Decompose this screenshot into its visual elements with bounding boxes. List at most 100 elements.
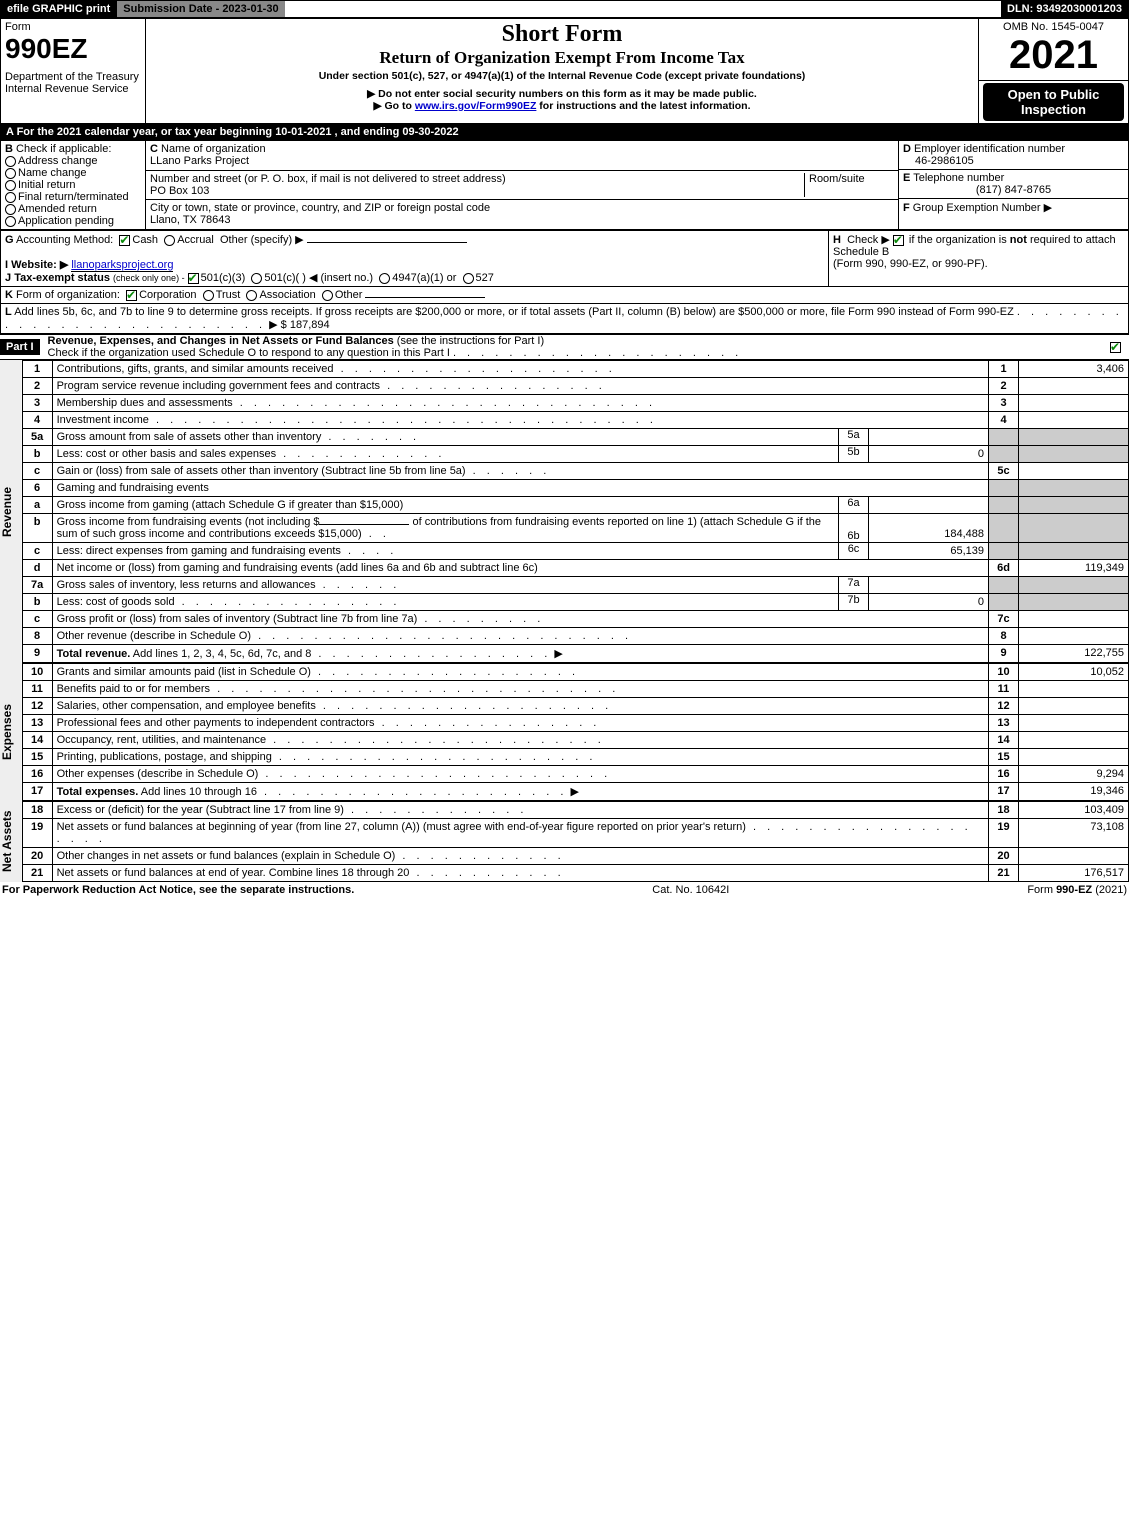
initial-return-checkbox[interactable]: [5, 180, 16, 191]
j-text: Tax-exempt status: [14, 272, 110, 284]
other-org-checkbox[interactable]: [322, 290, 333, 301]
omb: OMB No. 1545-0047: [983, 21, 1124, 33]
netassets-vertical-label: Net Assets: [0, 801, 22, 882]
dln: DLN: 93492030001203: [1001, 1, 1128, 17]
part1-header: Part I Revenue, Expenses, and Changes in…: [0, 334, 1129, 360]
f-arrow: ▶: [1044, 202, 1052, 214]
l-value: 187,894: [290, 319, 330, 331]
f-label: F: [903, 202, 910, 214]
h-checkbox[interactable]: [893, 235, 904, 246]
line-16: 16Other expenses (describe in Schedule O…: [22, 766, 1128, 783]
accrual-checkbox[interactable]: [164, 235, 175, 246]
open-public-badge: Open to Public Inspection: [983, 83, 1124, 121]
4947-checkbox[interactable]: [379, 273, 390, 284]
g-h-block: G Accounting Method: Cash Accrual Other …: [0, 230, 1129, 287]
footer-right: Form 990-EZ (2021): [1027, 884, 1127, 896]
line-1: 1Contributions, gifts, grants, and simil…: [22, 361, 1128, 378]
d-label: D: [903, 143, 911, 155]
irs-label: Internal Revenue Service: [5, 83, 141, 95]
part1-label: Part I: [0, 339, 40, 355]
city: Llano, TX 78643: [150, 214, 231, 226]
expenses-vertical-label: Expenses: [0, 663, 22, 801]
line-8: 8Other revenue (describe in Schedule O) …: [22, 628, 1128, 645]
line-12: 12Salaries, other compensation, and empl…: [22, 698, 1128, 715]
h-text1: Check ▶: [847, 234, 890, 246]
line-21: 21Net assets or fund balances at end of …: [22, 865, 1128, 882]
l-arrow: ▶ $: [269, 319, 287, 331]
501c3-checkbox[interactable]: [188, 273, 199, 284]
e-label: E: [903, 172, 910, 184]
netassets-lines: 18Excess or (deficit) for the year (Subt…: [22, 801, 1129, 882]
line-11: 11Benefits paid to or for members . . . …: [22, 681, 1128, 698]
other-method: Other (specify) ▶: [220, 234, 304, 246]
efile-label: efile GRAPHIC print: [1, 1, 116, 17]
line-18: 18Excess or (deficit) for the year (Subt…: [22, 802, 1128, 819]
revenue-lines: 1Contributions, gifts, grants, and simil…: [22, 360, 1129, 663]
line-6a: aGross income from gaming (attach Schedu…: [22, 497, 1128, 514]
line-9: 9Total revenue. Add lines 1, 2, 3, 4, 5c…: [22, 645, 1128, 663]
street: PO Box 103: [150, 185, 209, 197]
room-label: Room/suite: [809, 173, 865, 185]
final-return-checkbox[interactable]: [5, 192, 16, 203]
website-link[interactable]: llanoparksproject.org: [71, 259, 173, 272]
application-pending-checkbox[interactable]: [5, 216, 16, 227]
b-label: B: [5, 143, 13, 155]
ein: 46-2986105: [915, 155, 974, 167]
f-text: Group Exemption Number: [913, 202, 1041, 214]
line-7c: cGross profit or (loss) from sales of in…: [22, 611, 1128, 628]
amended-return-checkbox[interactable]: [5, 204, 16, 215]
h-text3: (Form 990, 990-EZ, or 990-PF).: [833, 258, 988, 270]
form-header: Form 990EZ Department of the Treasury In…: [0, 18, 1129, 124]
form-word: Form: [5, 21, 141, 33]
org-info-block: B Check if applicable: Address change Na…: [0, 140, 1129, 230]
assoc-checkbox[interactable]: [246, 290, 257, 301]
short-form-title: Short Form: [150, 21, 974, 48]
form-number: 990EZ: [5, 33, 141, 65]
cash-checkbox[interactable]: [119, 235, 130, 246]
part1-title: Revenue, Expenses, and Changes in Net As…: [48, 335, 394, 347]
footer-mid: Cat. No. 10642I: [652, 884, 729, 896]
corp-checkbox[interactable]: [126, 290, 137, 301]
main-title: Return of Organization Exempt From Incom…: [150, 48, 974, 68]
part1-paren: (see the instructions for Part I): [397, 335, 544, 347]
l-text: Add lines 5b, 6c, and 7b to line 9 to de…: [14, 306, 1014, 318]
city-label: City or town, state or province, country…: [150, 202, 490, 214]
street-label: Number and street (or P. O. box, if mail…: [150, 173, 506, 185]
line-17: 17Total expenses. Add lines 10 through 1…: [22, 783, 1128, 801]
line-7b: bLess: cost of goods sold . . . . . . . …: [22, 594, 1128, 611]
g-label: G: [5, 234, 14, 246]
line-6b: bGross income from fundraising events (n…: [22, 514, 1128, 543]
section-a-bar: A For the 2021 calendar year, or tax yea…: [0, 124, 1129, 140]
footer-left: For Paperwork Reduction Act Notice, see …: [2, 884, 354, 896]
subtitle: Under section 501(c), 527, or 4947(a)(1)…: [150, 70, 974, 82]
page-footer: For Paperwork Reduction Act Notice, see …: [0, 882, 1129, 898]
l-row: L Add lines 5b, 6c, and 7b to line 9 to …: [0, 304, 1129, 334]
expenses-lines: 10Grants and similar amounts paid (list …: [22, 663, 1129, 801]
527-checkbox[interactable]: [463, 273, 474, 284]
line-13: 13Professional fees and other payments t…: [22, 715, 1128, 732]
part1-check-line: Check if the organization used Schedule …: [48, 347, 450, 359]
501c-checkbox[interactable]: [251, 273, 262, 284]
line-15: 15Printing, publications, postage, and s…: [22, 749, 1128, 766]
irs-link[interactable]: www.irs.gov/Form990EZ: [415, 100, 537, 112]
trust-checkbox[interactable]: [203, 290, 214, 301]
schedule-o-checkbox[interactable]: [1110, 342, 1121, 353]
d-text: Employer identification number: [914, 143, 1065, 155]
j-label: J: [5, 272, 11, 284]
addr-change-checkbox[interactable]: [5, 156, 16, 167]
k-label: K: [5, 289, 13, 301]
line-10: 10Grants and similar amounts paid (list …: [22, 664, 1128, 681]
name-change-checkbox[interactable]: [5, 168, 16, 179]
i-text: Website: ▶: [11, 259, 68, 271]
l-label: L: [5, 306, 12, 318]
h-label: H: [833, 234, 841, 246]
line-6d: dNet income or (loss) from gaming and fu…: [22, 560, 1128, 577]
line-6c: cLess: direct expenses from gaming and f…: [22, 543, 1128, 560]
submission-date: Submission Date - 2023-01-30: [116, 1, 284, 17]
line-5a: 5aGross amount from sale of assets other…: [22, 429, 1128, 446]
dept-treasury: Department of the Treasury: [5, 71, 141, 83]
line-2: 2Program service revenue including gover…: [22, 378, 1128, 395]
line-7a: 7aGross sales of inventory, less returns…: [22, 577, 1128, 594]
line-20: 20Other changes in net assets or fund ba…: [22, 848, 1128, 865]
goto-note: ▶ Go to www.irs.gov/Form990EZ for instru…: [150, 100, 974, 112]
